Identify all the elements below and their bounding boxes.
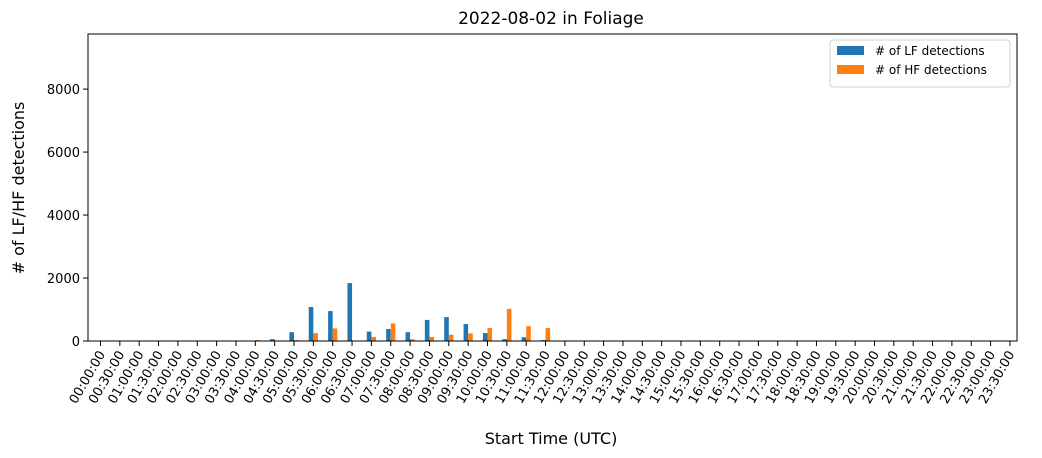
bar-hf-19 bbox=[468, 333, 473, 341]
x-axis-title: Start Time (UTC) bbox=[485, 429, 618, 448]
x-axis: 00:00:0000:30:0001:00:0001:30:0002:00:00… bbox=[67, 341, 1018, 407]
bar-hf-16 bbox=[410, 339, 415, 341]
y-axis-title: # of LF/HF detections bbox=[9, 102, 28, 275]
bar-lf-20 bbox=[482, 333, 488, 341]
y-tick-label: 6000 bbox=[47, 146, 80, 161]
bar-lf-17 bbox=[424, 319, 430, 341]
y-tick-label: 4000 bbox=[47, 209, 80, 224]
legend: # of LF detections # of HF detections bbox=[829, 39, 1011, 88]
bar-hf-18 bbox=[448, 334, 454, 341]
bar-lf-10 bbox=[289, 332, 294, 341]
bar-lf-18 bbox=[444, 317, 449, 341]
bar-lf-15 bbox=[386, 329, 391, 341]
bar-lf-19 bbox=[463, 324, 469, 341]
y-tick-label: 0 bbox=[72, 335, 80, 350]
bar-lf-16 bbox=[405, 332, 411, 341]
bar-hf-21 bbox=[506, 308, 512, 341]
bar-lf-14 bbox=[366, 331, 372, 341]
bar-lf-12 bbox=[328, 311, 333, 341]
y-axis: 0 2000 4000 6000 8000 bbox=[47, 83, 88, 350]
legend-label-hf: # of HF detections bbox=[875, 63, 987, 77]
legend-box bbox=[829, 39, 1011, 88]
legend-label-lf: # of LF detections bbox=[875, 44, 985, 58]
bar-hf-23 bbox=[545, 328, 551, 341]
bars-group bbox=[255, 283, 570, 341]
bar-lf-21 bbox=[502, 339, 507, 341]
plot-frame bbox=[87, 33, 1018, 342]
y-tick-label: 8000 bbox=[47, 83, 80, 98]
bar-hf-22 bbox=[526, 326, 531, 341]
bar-hf-15 bbox=[390, 323, 396, 341]
bar-lf-13 bbox=[347, 283, 353, 341]
bar-hf-14 bbox=[371, 336, 376, 341]
legend-swatch-lf bbox=[837, 46, 864, 55]
y-tick-label: 2000 bbox=[47, 272, 80, 287]
bar-hf-20 bbox=[487, 328, 493, 341]
legend-swatch-hf bbox=[837, 65, 864, 74]
bar-lf-9 bbox=[270, 339, 275, 341]
bar-hf-17 bbox=[429, 336, 435, 341]
chart-title: 2022-08-02 in Foliage bbox=[458, 9, 644, 29]
bar-hf-12 bbox=[332, 328, 338, 341]
bar-lf-22 bbox=[521, 337, 527, 341]
bar-hf-11 bbox=[313, 333, 318, 341]
bar-lf-11 bbox=[308, 306, 314, 341]
